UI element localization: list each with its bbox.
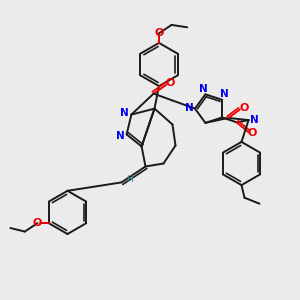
Text: N: N bbox=[250, 115, 258, 125]
Text: O: O bbox=[165, 78, 175, 88]
Text: O: O bbox=[154, 28, 164, 38]
Text: N: N bbox=[220, 89, 229, 99]
Text: O: O bbox=[33, 218, 42, 228]
Text: N: N bbox=[116, 131, 124, 141]
Text: N: N bbox=[199, 84, 207, 94]
Text: O: O bbox=[248, 128, 257, 138]
Text: O: O bbox=[239, 103, 249, 113]
Text: N: N bbox=[185, 103, 194, 113]
Text: N: N bbox=[120, 108, 129, 118]
Text: H: H bbox=[127, 176, 133, 184]
